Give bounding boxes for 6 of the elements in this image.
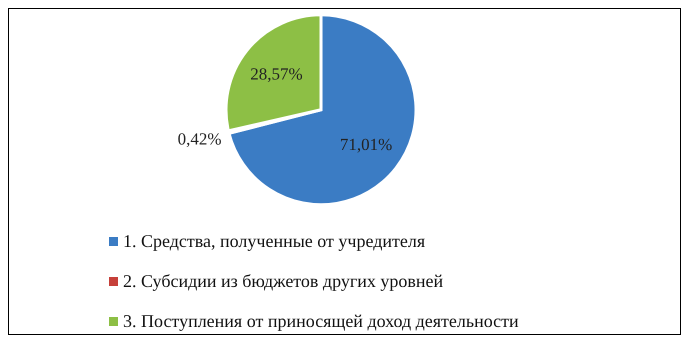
data-label: 0,42% [178, 130, 222, 149]
data-label: 71,01% [340, 135, 392, 154]
data-label: 28,57% [250, 64, 303, 84]
legend-label: 2. Субсидии из бюджетов других уровней [123, 270, 444, 293]
legend-label: 1. Средства, полученные от учредителя [123, 230, 426, 253]
legend-label: 3. Поступления от приносящей доход деятельности [123, 310, 519, 333]
